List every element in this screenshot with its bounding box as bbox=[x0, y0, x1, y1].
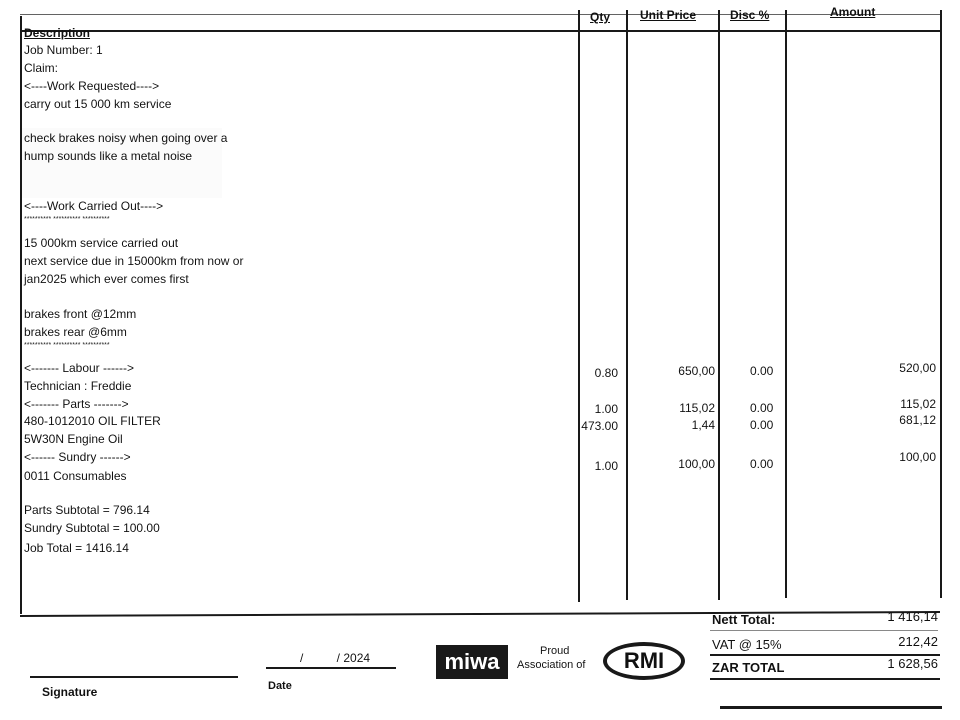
vat-value: 212,42 bbox=[898, 634, 938, 649]
totals-divider bbox=[710, 654, 940, 656]
description-line: carry out 15 000 km service bbox=[24, 97, 172, 111]
description-line: Job Total = 1416.14 bbox=[24, 541, 129, 555]
header-disc: Disc % bbox=[730, 8, 770, 22]
header-description: Description bbox=[24, 26, 91, 40]
description-line: 480-1012010 OIL FILTER bbox=[24, 414, 161, 428]
table-right-border bbox=[940, 10, 942, 598]
amount-cell: 681,12 bbox=[899, 413, 936, 427]
proud-text: Proud bbox=[540, 645, 570, 657]
description-separator: ********** ********** ********** bbox=[24, 216, 110, 223]
association-text: Association of bbox=[517, 659, 586, 671]
signature-line bbox=[30, 676, 238, 678]
description-line: <------- Labour ------> bbox=[24, 361, 134, 375]
description-line: Parts Subtotal = 796.14 bbox=[24, 503, 150, 517]
unit-price-cell: 650,00 bbox=[678, 364, 715, 378]
table-top-border bbox=[20, 14, 942, 15]
description-line: jan2025 which ever comes first bbox=[24, 272, 189, 286]
col-divider-qty bbox=[578, 10, 580, 602]
description-line: Claim: bbox=[24, 61, 59, 75]
disc-cell: 0.00 bbox=[750, 364, 774, 378]
description-line: <----Work Requested----> bbox=[24, 79, 160, 93]
col-divider-disc bbox=[718, 10, 720, 600]
vat-label: VAT @ 15% bbox=[712, 637, 782, 652]
zar-total-label: ZAR TOTAL bbox=[712, 660, 785, 675]
table-bottom-border bbox=[20, 610, 941, 618]
totals-divider bbox=[710, 630, 938, 631]
description-line: hump sounds like a metal noise bbox=[24, 149, 193, 163]
qty-cell: 0.80 bbox=[594, 366, 618, 380]
signature-label: Signature bbox=[42, 685, 98, 699]
unit-price-cell: 1,44 bbox=[691, 418, 715, 432]
description-separator: ********** ********** ********** bbox=[24, 342, 110, 349]
disc-cell: 0.00 bbox=[750, 418, 774, 432]
description-line: brakes rear @6mm bbox=[24, 325, 127, 339]
scan-shading bbox=[22, 128, 222, 198]
description-line: check brakes noisy when going over a bbox=[24, 131, 228, 145]
description-line: brakes front @12mm bbox=[24, 307, 137, 321]
disc-cell: 0.00 bbox=[750, 401, 774, 415]
description-line: <------- Parts -------> bbox=[24, 397, 129, 411]
date-label: Date bbox=[268, 680, 292, 692]
qty-cell: 1.00 bbox=[594, 459, 618, 473]
nett-total-value: 1 416,14 bbox=[887, 609, 938, 624]
description-line: Technician : Freddie bbox=[24, 379, 132, 393]
qty-cell: 1.00 bbox=[594, 402, 618, 416]
description-line: 5W30N Engine Oil bbox=[24, 432, 123, 446]
header-amount: Amount bbox=[830, 5, 876, 19]
unit-price-cell: 115,02 bbox=[679, 401, 715, 415]
header-unit-price: Unit Price bbox=[640, 8, 697, 22]
nett-total-label: Nett Total: bbox=[712, 612, 776, 627]
amount-cell: 520,00 bbox=[899, 361, 936, 375]
date-line bbox=[266, 667, 396, 669]
header-qty: Qty bbox=[590, 10, 611, 24]
description-line: <----Work Carried Out----> bbox=[24, 199, 164, 213]
amount-cell: 100,00 bbox=[899, 450, 936, 464]
unit-price-cell: 100,00 bbox=[678, 457, 715, 471]
description-line: Sundry Subtotal = 100.00 bbox=[24, 521, 160, 535]
description-line: 15 000km service carried out bbox=[24, 236, 179, 250]
header-divider bbox=[20, 30, 940, 32]
amount-cell: 115,02 bbox=[900, 397, 936, 411]
description-line: <------ Sundry ------> bbox=[24, 450, 131, 464]
qty-cell: 473.00 bbox=[581, 419, 618, 433]
totals-divider bbox=[710, 678, 940, 680]
table-left-border bbox=[20, 16, 22, 614]
date-value: / / 2024 bbox=[300, 651, 371, 665]
description-line: Job Number: 1 bbox=[24, 43, 103, 57]
description-line: next service due in 15000km from now or bbox=[24, 254, 244, 268]
miwa-logo: miwa bbox=[436, 645, 508, 679]
bottom-rule bbox=[720, 706, 942, 709]
rmi-logo: RMI bbox=[603, 642, 685, 680]
zar-total-value: 1 628,56 bbox=[887, 656, 938, 671]
col-divider-price bbox=[626, 10, 628, 600]
description-line: 0011 Consumables bbox=[24, 469, 127, 483]
disc-cell: 0.00 bbox=[750, 457, 774, 471]
col-divider-amount bbox=[785, 10, 787, 598]
